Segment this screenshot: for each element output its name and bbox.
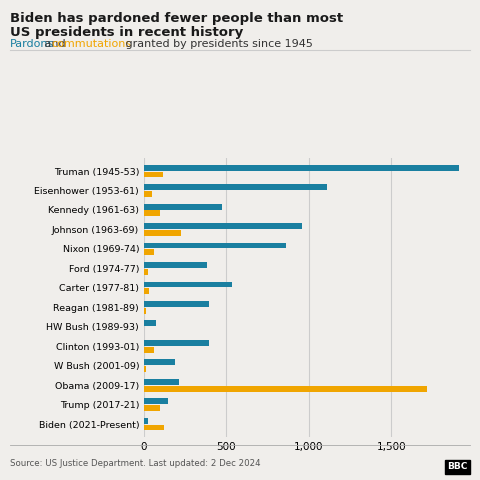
Bar — [144, 262, 207, 268]
Bar — [144, 366, 146, 372]
Text: US presidents in recent history: US presidents in recent history — [10, 26, 243, 39]
Bar — [144, 269, 148, 275]
Bar — [144, 418, 148, 424]
Bar — [144, 360, 175, 365]
Bar — [144, 386, 427, 392]
Bar — [144, 398, 168, 404]
Bar — [144, 171, 164, 178]
Bar — [144, 321, 156, 326]
Bar — [144, 347, 154, 353]
Bar — [144, 223, 302, 229]
Bar — [144, 242, 287, 249]
Text: Biden has pardoned fewer people than most: Biden has pardoned fewer people than mos… — [10, 12, 343, 25]
Bar — [144, 301, 209, 307]
Bar — [144, 379, 179, 385]
Bar — [144, 191, 152, 197]
Text: and: and — [41, 39, 69, 49]
Text: granted by presidents since 1945: granted by presidents since 1945 — [122, 39, 313, 49]
Text: Pardons: Pardons — [10, 39, 54, 49]
Bar — [144, 308, 146, 313]
Text: commutations: commutations — [52, 39, 132, 49]
Bar — [144, 340, 209, 346]
Text: Source: US Justice Department. Last updated: 2 Dec 2024: Source: US Justice Department. Last upda… — [10, 459, 260, 468]
Bar — [144, 230, 181, 236]
Bar — [144, 184, 327, 190]
Text: BBC: BBC — [448, 462, 468, 471]
Bar — [144, 282, 232, 288]
Bar — [144, 288, 149, 294]
Bar — [144, 250, 154, 255]
Bar — [144, 165, 459, 170]
Bar — [144, 425, 164, 431]
Bar — [144, 204, 222, 209]
Bar — [144, 210, 160, 216]
Bar — [144, 405, 159, 411]
